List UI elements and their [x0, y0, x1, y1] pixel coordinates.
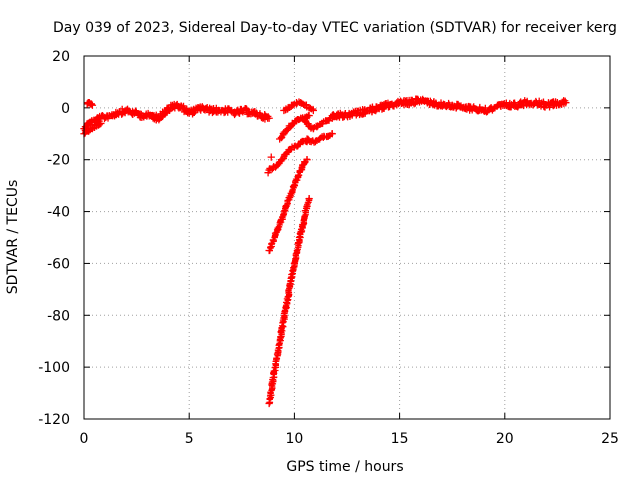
y-tick-label: -40 [47, 205, 70, 221]
series-late-band [328, 95, 570, 121]
data-point [96, 120, 103, 127]
y-tick-label: -60 [47, 256, 70, 272]
series-track-113 [265, 194, 313, 408]
data-point [562, 97, 569, 104]
x-axis-label: GPS time / hours [286, 459, 403, 475]
data-point [328, 130, 336, 137]
data-point [264, 169, 272, 177]
x-tick-label: 20 [496, 431, 514, 447]
data-point [242, 107, 250, 114]
data-point [264, 115, 271, 122]
series-recovery-3 [301, 111, 343, 133]
data-points [80, 95, 570, 408]
y-tick-label: 0 [61, 101, 70, 117]
series-recovery-2 [276, 111, 313, 143]
y-tick-label: -20 [47, 153, 70, 169]
data-point [295, 171, 302, 179]
chart-title: Day 039 of 2023, Sidereal Day-to-day VTE… [53, 20, 617, 36]
y-tick-label: -100 [38, 360, 70, 376]
data-point [560, 100, 568, 108]
tick-labels: 0 5 10 15 20 25 20 0 -20 -40 -60 -80 -100 -120 [38, 49, 619, 447]
data-point [267, 153, 275, 161]
data-point [552, 98, 559, 105]
x-tick-label: 0 [80, 431, 89, 447]
series-track-20 [265, 137, 311, 174]
x-tick-label: 25 [601, 431, 619, 447]
data-point [362, 110, 369, 117]
data-point [191, 109, 198, 117]
x-tick-label: 5 [185, 431, 194, 447]
data-point [121, 109, 129, 117]
series-early-trace-low [80, 119, 105, 138]
data-point [305, 195, 313, 202]
x-tick-label: 10 [285, 431, 303, 447]
series-track-55 [265, 156, 311, 255]
y-tick-label: -80 [47, 308, 70, 324]
data-point [303, 156, 311, 163]
series-recovery-1 [280, 98, 317, 115]
data-point [199, 103, 206, 110]
data-point [180, 102, 187, 110]
data-point [302, 138, 310, 146]
series-outliers [264, 153, 275, 177]
data-point [207, 105, 214, 113]
data-point [309, 105, 317, 113]
y-tick-label: -120 [38, 412, 70, 428]
data-point [239, 109, 246, 116]
plot-frame [83, 55, 611, 420]
x-tick-label: 15 [391, 431, 409, 447]
data-point [305, 112, 312, 119]
y-axis-label: SDTVAR / TECUs [5, 180, 21, 295]
data-point [88, 100, 95, 108]
series-early-spike [83, 99, 97, 109]
series-recovery-4 [303, 130, 336, 146]
y-tick-label: 20 [52, 49, 70, 65]
series-main-band [80, 100, 273, 134]
